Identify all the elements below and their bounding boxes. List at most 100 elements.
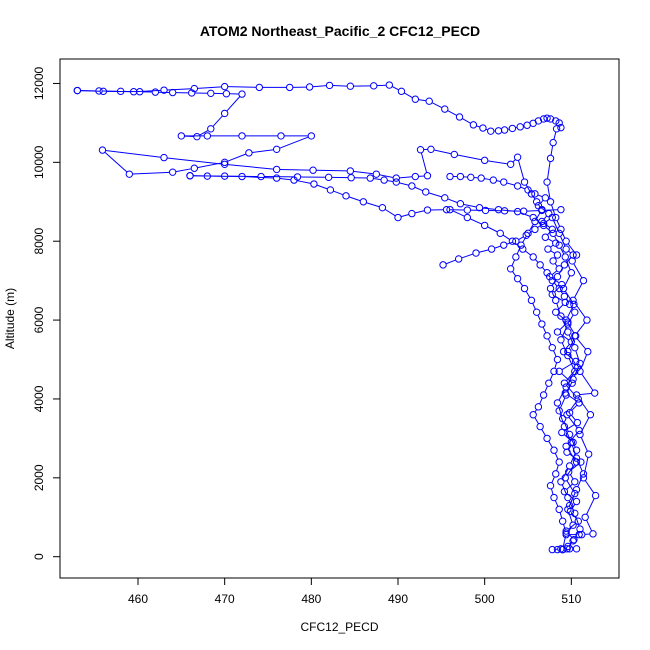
series-segment	[517, 160, 525, 180]
y-tick-label: 4000	[32, 385, 46, 412]
data-point	[576, 525, 584, 533]
series-segment	[571, 414, 576, 421]
data-point	[370, 82, 378, 90]
series-segment	[384, 208, 396, 217]
series-segment	[519, 280, 524, 287]
series-segment	[545, 209, 558, 211]
data-point	[546, 115, 555, 123]
data-point	[186, 172, 194, 180]
series-segment	[227, 86, 257, 88]
series-segment	[532, 196, 536, 200]
data-point	[524, 229, 532, 238]
series-segment	[461, 253, 474, 259]
series-segment	[568, 512, 573, 523]
data-point	[562, 391, 570, 399]
data-point	[557, 205, 565, 214]
data-point	[220, 172, 229, 180]
series-segment	[132, 171, 170, 175]
data-point	[151, 88, 160, 96]
series-segment	[577, 476, 583, 487]
series-segment	[525, 184, 531, 192]
data-point	[522, 231, 530, 239]
series-segment	[227, 164, 274, 170]
series-segment	[554, 282, 558, 287]
data-point	[513, 153, 522, 161]
data-point	[411, 95, 420, 103]
x-tick-label: 490	[388, 592, 408, 606]
series-segment	[567, 306, 573, 318]
data-point	[538, 217, 546, 226]
data-point	[293, 173, 302, 181]
data-point	[555, 407, 563, 415]
series-segment	[104, 151, 128, 173]
data-point	[220, 109, 229, 118]
data-series	[186, 172, 565, 222]
series-segment	[539, 397, 543, 405]
series-segment	[556, 220, 561, 227]
data-point	[372, 170, 381, 178]
data-point	[573, 418, 582, 427]
data-point	[463, 213, 472, 222]
series-segment	[512, 159, 516, 163]
series-segment	[554, 235, 559, 243]
data-point	[552, 117, 560, 125]
series-segment	[502, 234, 510, 240]
data-point	[543, 332, 551, 340]
data-point	[549, 257, 557, 265]
data-point	[305, 83, 314, 91]
x-axis-label: CFC12_PECD	[300, 620, 378, 634]
data-point	[581, 513, 589, 521]
series-segment	[175, 168, 192, 173]
data-point	[562, 245, 570, 253]
data-point	[529, 253, 537, 261]
data-point	[557, 312, 565, 320]
data-point	[560, 261, 569, 269]
data-point	[116, 87, 125, 96]
series-segment	[332, 85, 348, 87]
data-point	[324, 173, 333, 182]
series-segment	[566, 381, 573, 393]
data-point	[536, 261, 544, 269]
series-segment	[529, 223, 534, 231]
data-point	[529, 119, 537, 127]
data-point	[571, 509, 579, 518]
series-segment	[568, 358, 574, 369]
series-segment	[586, 519, 593, 532]
series-segment	[457, 154, 482, 161]
series-segment	[167, 157, 222, 165]
series-segment	[511, 259, 516, 267]
data-point	[569, 537, 577, 545]
data-point	[496, 229, 504, 238]
data-point	[73, 86, 82, 95]
data-point	[513, 182, 522, 190]
series-segment	[573, 263, 583, 279]
data-point	[441, 105, 449, 113]
series-segment	[470, 218, 482, 225]
data-point	[548, 213, 556, 222]
series-segment	[581, 373, 594, 391]
series-segment	[584, 480, 595, 494]
series-segment	[574, 302, 586, 318]
series-segment	[545, 218, 550, 223]
data-point	[439, 261, 447, 269]
series-segment	[463, 203, 477, 208]
data-point	[532, 198, 541, 206]
series-segment	[534, 417, 539, 425]
series-segment	[541, 266, 546, 271]
data-point	[207, 125, 215, 133]
series-segment	[506, 182, 515, 186]
data-point	[568, 379, 576, 387]
series-segment	[487, 160, 508, 165]
series-segment	[494, 245, 501, 249]
series-segment	[391, 86, 399, 91]
series-segment	[566, 257, 572, 263]
series-segment	[554, 263, 558, 267]
series-segment	[379, 174, 394, 178]
series-segment	[556, 303, 561, 314]
data-point	[346, 167, 355, 175]
series-segment	[136, 89, 161, 93]
data-point	[500, 126, 509, 134]
data-point	[550, 493, 558, 502]
series-segment	[571, 445, 577, 456]
data-point	[238, 132, 246, 140]
